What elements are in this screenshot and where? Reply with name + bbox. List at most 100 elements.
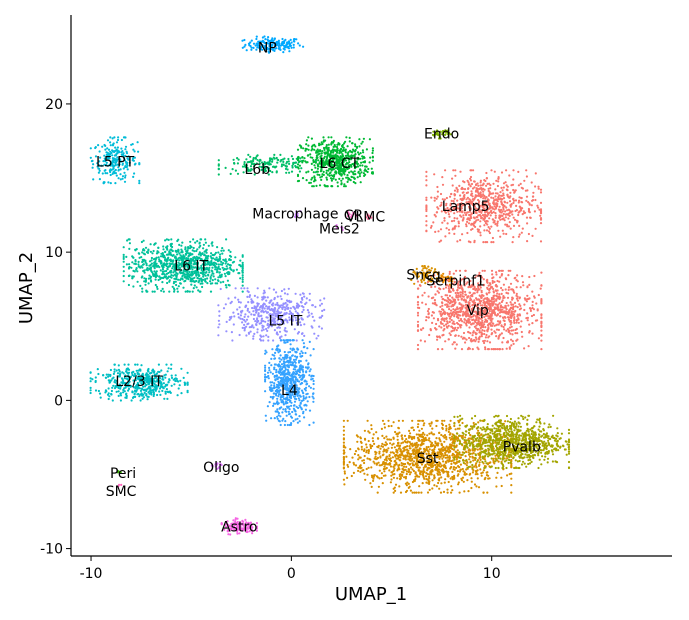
data-point (107, 153, 110, 156)
data-point (348, 140, 351, 143)
data-point (272, 395, 275, 398)
data-point (437, 291, 440, 294)
data-point (323, 184, 326, 187)
cluster-points-l6-ct (296, 136, 374, 188)
data-point (267, 39, 270, 42)
data-point (503, 328, 506, 331)
data-point (430, 314, 433, 317)
data-point (477, 340, 480, 343)
data-point (332, 164, 335, 167)
data-point (284, 420, 287, 423)
data-point (121, 150, 124, 153)
cluster-points-l5-pt (89, 136, 141, 185)
data-point (206, 282, 209, 285)
data-point (368, 138, 371, 141)
data-point (265, 316, 268, 319)
data-point (523, 347, 526, 350)
data-point (261, 39, 264, 43)
data-point (446, 305, 449, 308)
data-point (134, 260, 137, 263)
data-point (250, 313, 253, 316)
data-point (224, 284, 227, 287)
data-point (284, 334, 287, 337)
data-point (109, 144, 112, 147)
data-point (157, 246, 160, 249)
data-point (526, 285, 529, 288)
data-point (296, 174, 300, 178)
data-point (265, 419, 268, 422)
data-point (503, 201, 507, 204)
data-point (460, 303, 463, 306)
data-point (490, 328, 493, 331)
data-point (509, 323, 512, 326)
data-point (322, 157, 325, 160)
data-point (360, 142, 363, 145)
data-point (196, 248, 199, 251)
data-point (292, 40, 295, 43)
data-point (268, 47, 271, 50)
data-point (105, 163, 108, 166)
data-point (229, 264, 232, 267)
data-point (465, 223, 468, 226)
data-point (112, 142, 115, 145)
data-point (300, 167, 303, 170)
data-point (291, 361, 294, 364)
data-point (122, 270, 125, 273)
data-point (246, 287, 249, 290)
data-point (493, 199, 496, 202)
data-point (292, 358, 296, 361)
data-point (437, 133, 441, 137)
data-point (469, 175, 473, 179)
data-point (493, 348, 496, 351)
data-point (179, 278, 182, 281)
data-point (432, 311, 435, 314)
data-point (128, 161, 131, 164)
data-point (247, 153, 250, 156)
data-point (464, 293, 467, 296)
data-point (433, 199, 436, 202)
data-point (265, 327, 268, 331)
data-point (316, 170, 319, 173)
data-point (363, 169, 366, 172)
data-point (152, 265, 155, 268)
data-point (431, 321, 434, 324)
data-point (333, 173, 336, 176)
data-point (531, 195, 535, 198)
data-point (512, 236, 515, 239)
data-point (288, 299, 291, 302)
data-point (468, 336, 471, 340)
data-point (432, 221, 435, 224)
data-point (247, 160, 250, 164)
data-point (109, 162, 112, 166)
data-point (507, 318, 510, 321)
data-point (91, 166, 94, 169)
data-point (293, 38, 296, 41)
data-point (108, 157, 111, 160)
data-point (482, 187, 485, 190)
data-point (217, 163, 220, 166)
data-point (318, 173, 321, 177)
data-point (325, 144, 328, 147)
data-point (224, 166, 227, 169)
data-point (299, 157, 302, 160)
data-point (493, 311, 496, 314)
data-point (509, 269, 512, 272)
data-point (141, 275, 144, 278)
data-point (230, 300, 233, 303)
data-point (344, 140, 347, 143)
data-point (539, 222, 543, 225)
data-point (435, 197, 438, 200)
data-point (513, 321, 516, 324)
data-point (163, 270, 166, 273)
data-point (344, 148, 347, 151)
data-point (490, 319, 493, 322)
data-point (225, 330, 228, 333)
data-point (345, 156, 348, 159)
data-point (289, 400, 292, 403)
data-point (342, 157, 345, 160)
data-point (127, 283, 130, 287)
data-point (516, 220, 519, 223)
data-point (138, 162, 141, 165)
data-point (112, 161, 115, 164)
data-point (214, 268, 217, 271)
